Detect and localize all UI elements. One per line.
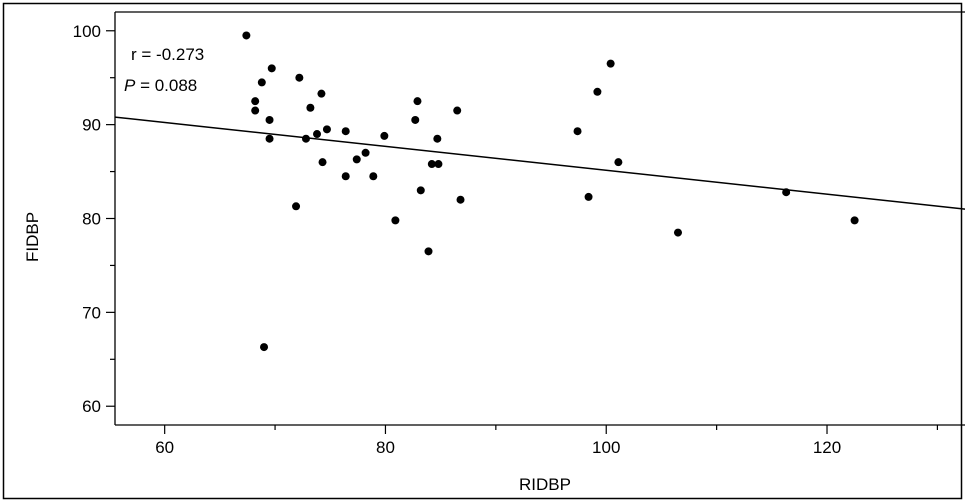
data-point (265, 134, 274, 143)
data-point (242, 31, 251, 40)
data-point (424, 247, 433, 256)
data-points (242, 31, 859, 352)
trendline-group (114, 116, 965, 210)
regression-line (114, 116, 965, 210)
data-point (295, 73, 304, 82)
data-point (411, 115, 420, 124)
data-point (673, 228, 682, 237)
data-point (433, 134, 442, 143)
data-point (606, 59, 615, 68)
data-point (322, 125, 331, 134)
data-point (341, 172, 350, 181)
data-point (341, 127, 350, 136)
y-tick-label: 90 (82, 116, 101, 135)
x-tick-label: 60 (155, 438, 174, 457)
y-tick-label: 80 (82, 210, 101, 229)
x-tick-label: 100 (592, 438, 620, 457)
p-symbol: P (124, 76, 136, 95)
data-point (391, 216, 400, 225)
data-point (318, 158, 327, 167)
data-point (313, 130, 322, 139)
p-value-text: = 0.088 (135, 76, 197, 95)
data-point (251, 97, 260, 106)
data-point (453, 106, 462, 115)
data-point (301, 134, 310, 143)
data-point (361, 148, 370, 157)
x-tick-label: 120 (813, 438, 841, 457)
correlation-annotation: r = -0.273 (131, 45, 204, 64)
data-point (369, 172, 378, 181)
data-point (267, 64, 276, 73)
data-point (573, 127, 582, 136)
x-axis-title: RIDBP (519, 475, 571, 494)
data-point (265, 115, 274, 124)
data-point (260, 343, 269, 352)
y-tick-label: 60 (82, 397, 101, 416)
x-tick-label: 80 (376, 438, 395, 457)
data-point (593, 87, 602, 96)
data-point (292, 202, 301, 211)
y-axis: 60 70 80 90 100 (73, 22, 115, 416)
data-point (456, 195, 465, 204)
data-point (614, 158, 623, 167)
data-point (380, 131, 389, 140)
data-point (306, 103, 315, 112)
data-point (427, 160, 436, 169)
data-point (850, 216, 859, 225)
data-point (434, 160, 443, 169)
data-point (782, 188, 791, 197)
data-point (317, 89, 326, 98)
x-axis: 60 80 100 120 (155, 425, 939, 457)
data-point (352, 155, 361, 164)
y-tick-label: 100 (73, 22, 101, 41)
p-value-annotation: P = 0.088 (124, 76, 197, 95)
data-point (251, 106, 260, 115)
data-point (413, 97, 422, 106)
data-point (416, 186, 425, 195)
data-point (257, 78, 266, 87)
data-point (584, 192, 593, 201)
plot-frame (114, 11, 965, 426)
y-tick-label: 70 (82, 303, 101, 322)
y-axis-title: FIDBP (23, 212, 42, 262)
